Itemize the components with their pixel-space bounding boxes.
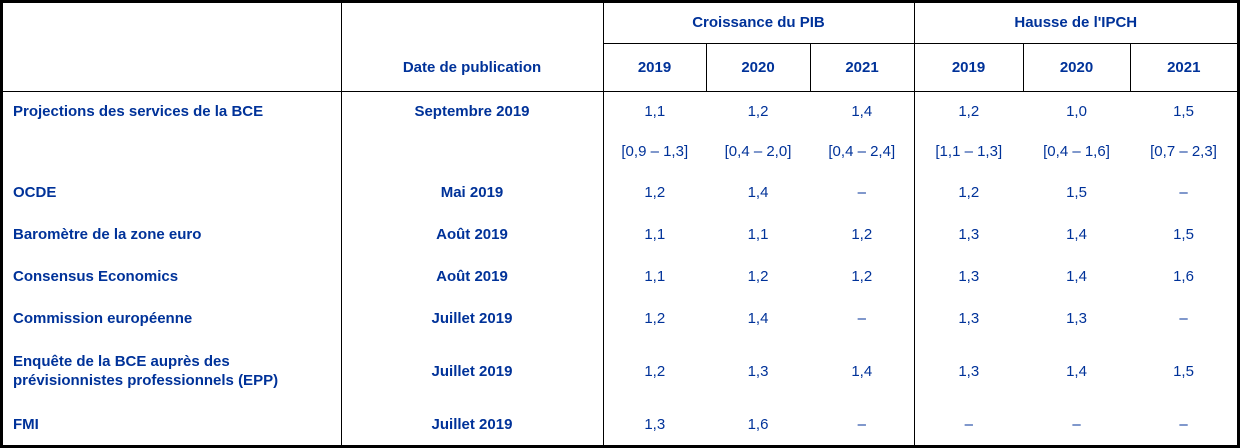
cell-hicp-2020: 1,4 [1066,362,1087,380]
cell-gdp-2019-range: [0,9 – 1,3] [621,142,689,160]
cell-gdp-2019: 1,1 [644,102,666,120]
row-label: Enquête de la BCE auprès des prévisionni… [3,339,342,403]
cell-hicp-2020: 1,5 [1066,183,1087,201]
row-date: Août 2019 [341,255,604,297]
row-date: Juillet 2019 [341,297,604,339]
table-header-years: 2019 2020 2021 2019 2020 2021 [3,43,1237,92]
table-row-consensus: Consensus Economics Août 2019 1,1 1,2 1,… [3,255,1237,297]
year-header-gdp-2020: 2020 [706,43,811,92]
cell-gdp-2019: 1,1 [644,267,666,285]
cell-hicp-2019-range: [1,1 – 1,3] [935,142,1003,160]
cell-hicp-2019: 1,3 [958,267,980,285]
cell-hicp-2019: 1,3 [958,309,980,327]
cell-hicp-2021: – [1179,183,1188,201]
row-date: Septembre 2019 [341,91,604,131]
cell-gdp-2019: 1,2 [644,183,666,201]
cell-hicp-2020: 1,0 [1066,102,1087,120]
table-row-ocde: OCDE Mai 2019 1,2 1,4 – 1,2 1,5 – [3,171,1237,213]
cell-gdp-2020: 1,1 [747,225,769,243]
cell-gdp-2020: 1,6 [747,415,769,433]
row-label-empty [3,131,342,171]
cell-hicp-2020: 1,4 [1066,225,1087,243]
row-date: Mai 2019 [341,171,604,213]
cell-gdp-2021: 1,4 [810,91,915,131]
cell-hicp-2019: 1,3 [958,362,980,380]
cell-gdp-2019: 1,2 [644,309,666,327]
table-row-fmi: FMI Juillet 2019 1,3 1,6 – – – – [3,403,1237,445]
cell-hicp-2021: 1,6 [1173,267,1194,285]
table-row-bce: Projections des services de la BCE Septe… [3,91,1237,131]
cell-hicp-2021: 1,5 [1173,102,1194,120]
cell-gdp-2021: 1,2 [810,213,915,255]
row-label: Consensus Economics [3,255,342,297]
cell-gdp-2021: – [810,171,915,213]
cell-gdp-2021: 1,4 [810,339,915,403]
cell-hicp-2019: 1,3 [958,225,980,243]
group-header-gdp: Croissance du PIB [603,3,915,44]
row-label: Projections des services de la BCE [3,91,342,131]
cell-hicp-2021: 1,5 [1173,362,1194,380]
corner-cell [3,3,342,92]
comparison-table: Date de publication Croissance du PIB Ha… [3,3,1237,445]
group-header-hicp: Hausse de l'IPCH [914,3,1237,44]
cell-hicp-2020: – [1072,415,1081,433]
cell-gdp-2021: – [810,403,915,445]
cell-gdp-2019: 1,3 [644,415,666,433]
cell-hicp-2021: – [1179,309,1188,327]
year-header-gdp-2019: 2019 [603,43,707,92]
cell-hicp-2019: 1,2 [958,183,980,201]
cell-gdp-2019: 1,2 [644,362,666,380]
row-date-empty [341,131,604,171]
year-header-hicp-2019: 2019 [914,43,1024,92]
cell-hicp-2021-range: [0,7 – 2,3] [1150,142,1217,160]
cell-hicp-2021: – [1179,415,1188,433]
year-header-hicp-2020: 2020 [1023,43,1131,92]
cell-gdp-2020-range: [0,4 – 2,0] [724,142,792,160]
row-label: FMI [3,403,342,445]
table-row-epp: Enquête de la BCE auprès des prévisionni… [3,339,1237,403]
row-label: Commission européenne [3,297,342,339]
cell-gdp-2020: 1,4 [747,309,769,327]
cell-gdp-2021: 1,2 [810,255,915,297]
cell-gdp-2020: 1,2 [747,267,769,285]
cell-gdp-2021: – [810,297,915,339]
year-header-hicp-2021: 2021 [1130,43,1237,92]
table-row-commission: Commission européenne Juillet 2019 1,2 1… [3,297,1237,339]
table-header-groups: Date de publication Croissance du PIB Ha… [3,3,1237,92]
year-header-gdp-2021: 2021 [810,43,915,92]
cell-gdp-2021-range: [0,4 – 2,4] [810,131,915,171]
cell-hicp-2019: 1,2 [958,102,980,120]
cell-hicp-2020: 1,4 [1066,267,1087,285]
row-label: OCDE [3,171,342,213]
table-row-barometre: Baromètre de la zone euro Août 2019 1,1 … [3,213,1237,255]
cell-hicp-2021: 1,5 [1173,225,1194,243]
cell-hicp-2019: – [964,415,973,433]
cell-gdp-2020: 1,4 [747,183,769,201]
row-date: Août 2019 [341,213,604,255]
cell-hicp-2020-range: [0,4 – 1,6] [1043,142,1110,160]
row-date: Juillet 2019 [341,403,604,445]
cell-gdp-2020: 1,2 [747,102,769,120]
row-label: Baromètre de la zone euro [3,213,342,255]
cell-gdp-2019: 1,1 [644,225,666,243]
cell-hicp-2020: 1,3 [1066,309,1087,327]
table-row-bce-ranges: [0,9 – 1,3] [0,4 – 2,0] [0,4 – 2,4] [1,1… [3,131,1237,171]
date-column-header: Date de publication [341,3,604,92]
cell-gdp-2020: 1,3 [747,362,769,380]
row-date: Juillet 2019 [341,339,604,403]
